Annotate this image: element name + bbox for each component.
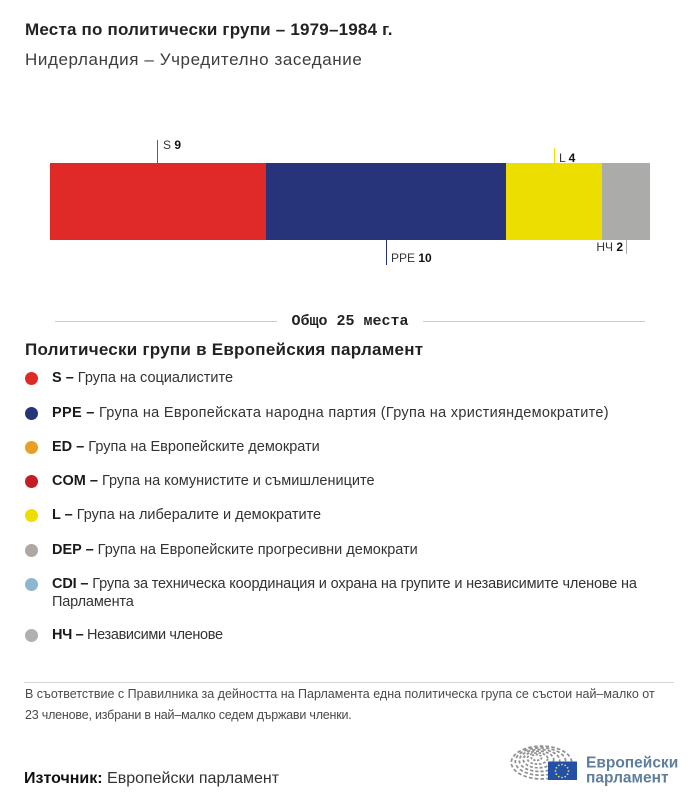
svg-text:парламент: парламент: [586, 770, 669, 787]
svg-text:Европейски: Европейски: [586, 755, 678, 772]
